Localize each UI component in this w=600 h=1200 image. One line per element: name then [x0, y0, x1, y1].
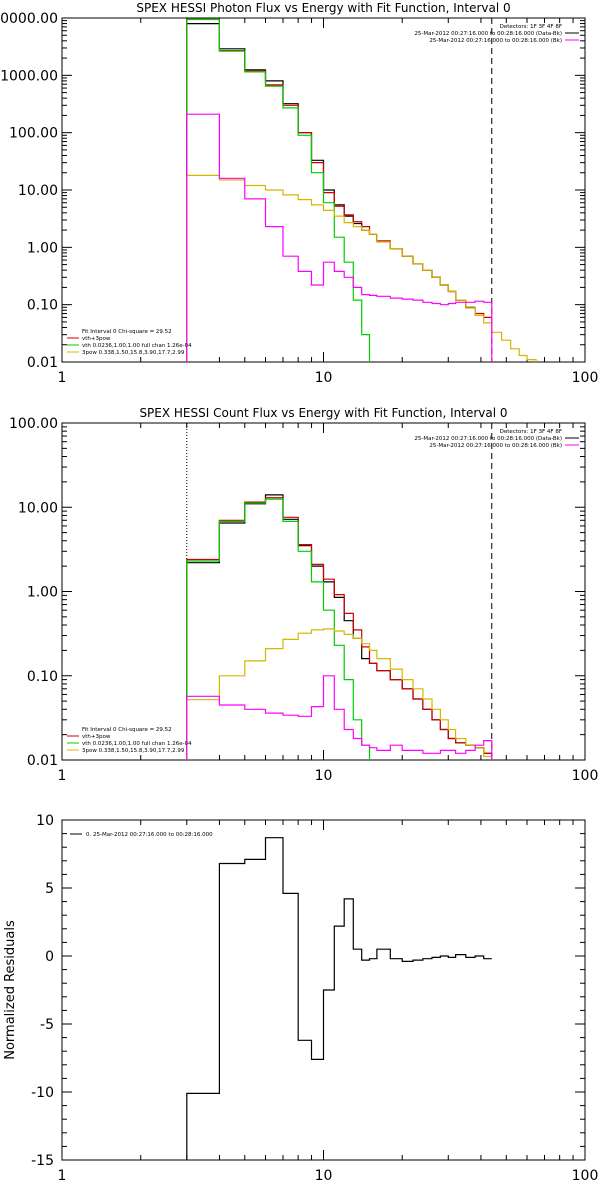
x-axis-ticks [61, 820, 574, 1160]
legend-item: 25-Mar-2012 00:27:16.000 to 00:28:16.000… [414, 436, 562, 442]
legend-item: Fit Interval 0 Chi-square = 29.52 [82, 329, 172, 335]
legend-top-left: 0. 25-Mar-2012 00:27:16.000 to 00:28:16.… [70, 832, 213, 838]
series-data [186, 494, 493, 760]
legend-item: 25-Mar-2012 00:27:16.000 to 00:28:16.000… [429, 443, 562, 449]
y-tick-label: 0.10 [27, 669, 58, 685]
y-tick-label: 0 [45, 949, 54, 965]
x-tick-label: 1 [58, 1168, 67, 1184]
chart-title: SPEX HESSI Count Flux vs Energy with Fit… [139, 406, 507, 420]
chart-panel-1: SPEX HESSI Count Flux vs Energy with Fit… [9, 406, 599, 784]
chart-panel-2: 1 10 100 10 5 0 -5 -10 -15 Normalized Residuals 0.… [3, 813, 598, 1184]
series-data [186, 837, 492, 1160]
y-tick-label: 1.00 [27, 240, 58, 256]
legend-item: 25-Mar-2012 00:27:16.000 to 00:28:16.000… [429, 38, 562, 44]
y-tick-label: 1.00 [27, 585, 58, 601]
x-tick-label: 1 [58, 768, 67, 784]
y-tick-label: 100.00 [9, 126, 58, 142]
y-tick-label: -15 [31, 1153, 54, 1169]
legend-item: 3pow 0.338,1.50,15.8,3.90,17.7,2.99 [82, 350, 185, 356]
series-group [186, 494, 493, 760]
x-tick-label: 100 [572, 768, 599, 784]
chart-title: SPEX HESSI Photon Flux vs Energy with Fi… [136, 1, 510, 15]
y-tick-label: 5 [45, 881, 54, 897]
y-tick-label: 10.00 [18, 500, 58, 516]
x-tick-label: 10 [315, 1168, 333, 1184]
series-pow [186, 174, 537, 362]
x-tick-label: 1 [58, 370, 67, 386]
legend-item: vth+3pow [82, 336, 111, 342]
series-pow [186, 628, 493, 760]
legend-item: vth 0.0236,1.00,1.00 full chan 1.26e-04 [82, 741, 192, 747]
series-vth [186, 498, 371, 760]
y-tick-label: 10.00 [18, 183, 58, 199]
legend-item: Detectors: 1F 3F 4F 8F [500, 429, 562, 435]
series-group [186, 837, 492, 1160]
y-axis-ticks [62, 20, 585, 363]
y-tick-label: 0.01 [27, 355, 58, 371]
series-group [186, 18, 537, 362]
x-axis-ticks [61, 18, 574, 362]
y-axis-ticks [62, 819, 585, 1161]
series-vth_plus_3pow [186, 497, 493, 760]
y-axis-ticks [62, 426, 585, 761]
legend-item: 0. 25-Mar-2012 00:27:16.000 to 00:28:16.… [86, 832, 213, 838]
legend-item: 3pow 0.338,1.50,15.8,3.90,17.7,2.99 [82, 748, 185, 754]
x-tick-label: 100 [572, 1168, 599, 1184]
x-axis-ticks [61, 423, 574, 760]
y-tick-label: 100.00 [9, 416, 58, 432]
x-tick-label: 100 [572, 370, 599, 386]
series-vth [186, 18, 371, 362]
x-tick-label: 10 [315, 768, 333, 784]
legend-item: Detectors: 1F 3F 4F 8F [500, 24, 562, 30]
legend-item: Fit Interval 0 Chi-square = 29.52 [82, 727, 172, 733]
legend-bottom-left: Fit Interval 0 Chi-square = 29.52vth+3po… [67, 329, 192, 356]
y-tick-label: 1000.00 [0, 68, 58, 84]
y-tick-label: -5 [40, 1017, 54, 1033]
y-tick-label: 0.01 [27, 753, 58, 769]
y-axis-label: Normalized Residuals [3, 920, 18, 1060]
chart-panel-0: SPEX HESSI Photon Flux vs Energy with Fi… [0, 1, 598, 386]
y-tick-label: -10 [31, 1085, 54, 1101]
series-data [186, 23, 476, 362]
series-vth_plus_3pow [186, 18, 492, 362]
legend-item: 25-Mar-2012 00:27:16.000 to 00:28:16.000… [414, 31, 562, 37]
legend-item: vth 0.0236,1.00,1.00 full chan 1.26e-04 [82, 343, 192, 349]
legend-item: vth+3pow [82, 734, 111, 740]
series-background [186, 675, 493, 760]
legend-bottom-left: Fit Interval 0 Chi-square = 29.52vth+3po… [67, 727, 192, 754]
y-tick-label: 0.10 [27, 298, 58, 314]
series-background [186, 113, 493, 362]
x-tick-label: 10 [315, 370, 333, 386]
y-tick-label: 10 [36, 813, 54, 829]
